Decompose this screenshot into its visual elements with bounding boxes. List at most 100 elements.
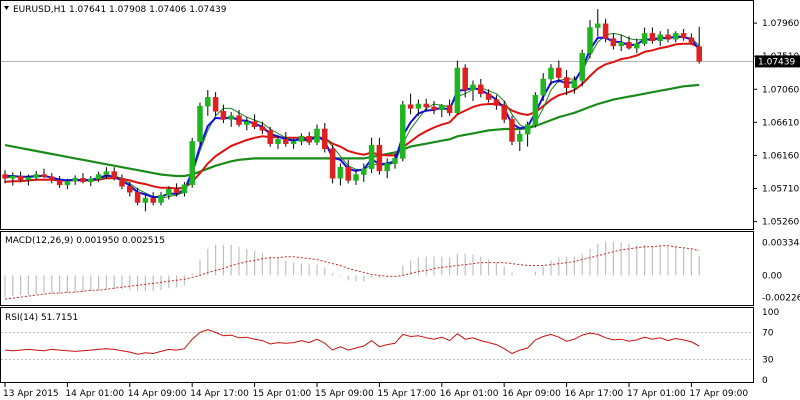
x-tick-label: 16 Apr 17:00 xyxy=(565,389,624,399)
candle-body xyxy=(602,23,609,39)
current-price-box xyxy=(755,55,800,68)
macd-series-layer xyxy=(4,241,700,300)
candle-body xyxy=(478,84,484,94)
rsi-y-tick-label: 30 xyxy=(762,356,774,366)
candle-body xyxy=(376,144,383,172)
candle-body xyxy=(212,97,219,112)
candle-body xyxy=(400,104,406,159)
y-tick-label: 1.06160 xyxy=(762,151,799,161)
candle-body xyxy=(189,141,195,186)
candle-body xyxy=(290,141,297,144)
candle-body xyxy=(571,80,578,89)
x-tick-label: 16 Apr 01:00 xyxy=(440,389,499,399)
candle-body xyxy=(298,136,305,142)
candle-body xyxy=(56,180,63,186)
x-tick-label: 17 Apr 09:00 xyxy=(689,389,748,399)
candle-body xyxy=(407,104,414,109)
candle-body xyxy=(41,174,47,177)
candle-body xyxy=(493,99,500,106)
macd-y-tick-label: 0.003344 xyxy=(762,238,800,248)
candle-body xyxy=(25,177,32,180)
candle-body xyxy=(649,33,656,42)
candle-body xyxy=(142,197,149,203)
sma-thick-green-line xyxy=(4,83,700,178)
x-tick-label: 15 Apr 17:00 xyxy=(377,389,436,399)
candle-body xyxy=(462,67,468,91)
candle-body xyxy=(111,171,117,179)
candle-body xyxy=(33,174,39,178)
candle-body xyxy=(563,77,570,89)
x-tick-label: 14 Apr 01:00 xyxy=(65,389,124,399)
candle-body xyxy=(579,53,585,81)
macd-panel-frame xyxy=(0,231,754,306)
y-tick-label: 1.07960 xyxy=(762,19,799,29)
candle-body xyxy=(524,124,531,135)
macd-header-text: MACD(12,26,9) 0.001950 0.002515 xyxy=(5,236,165,246)
x-tick-label: 17 Apr 01:00 xyxy=(627,389,686,399)
candle-body xyxy=(587,27,593,54)
candle-body xyxy=(345,166,351,181)
x-tick-label: 15 Apr 09:00 xyxy=(315,389,374,399)
candle-body xyxy=(72,177,78,182)
candle-body xyxy=(283,139,289,144)
candle-body xyxy=(220,111,227,120)
candle-body xyxy=(517,133,523,142)
y-tick-label: 1.05710 xyxy=(762,185,799,195)
candle-body xyxy=(103,171,110,175)
candle-body xyxy=(696,46,702,62)
y-tick-label: 1.06610 xyxy=(762,118,799,128)
candle-body xyxy=(618,41,624,47)
candle-body xyxy=(88,178,94,183)
candle-body xyxy=(431,106,437,111)
candle-body xyxy=(368,144,375,169)
x-tick-label: 13 Apr 2015 xyxy=(3,389,59,399)
candle-body xyxy=(540,78,546,96)
candle-body xyxy=(259,126,266,131)
candle-body xyxy=(205,97,211,107)
candle-body xyxy=(626,41,632,49)
candle-body xyxy=(641,33,648,44)
x-tick-label: 14 Apr 09:00 xyxy=(128,389,187,399)
candle-body xyxy=(181,184,188,194)
candle-body xyxy=(251,121,258,128)
candle-body xyxy=(423,103,429,108)
candle-body xyxy=(392,158,398,164)
candle-body xyxy=(556,67,562,78)
candle-body xyxy=(454,67,461,114)
axis-labels-layer: 1.079601.075101.070601.066101.061601.057… xyxy=(3,19,800,399)
x-tick-label: 16 Apr 09:00 xyxy=(502,389,561,399)
candle-body xyxy=(509,119,515,142)
candle-body xyxy=(361,168,367,175)
rsi-line xyxy=(4,329,700,355)
candle-body xyxy=(306,136,312,143)
candle-body xyxy=(173,188,180,194)
candle-body xyxy=(501,105,507,120)
candle-body xyxy=(314,128,320,143)
collapse-triangle-icon[interactable] xyxy=(4,6,9,10)
candle-body xyxy=(244,121,250,125)
candle-body xyxy=(119,177,125,187)
x-tick-label: 15 Apr 01:00 xyxy=(253,389,312,399)
macd-y-tick-label: 0.00 xyxy=(762,271,782,281)
candle-body xyxy=(134,191,141,203)
candle-body xyxy=(532,94,539,125)
y-tick-label: 1.07060 xyxy=(762,85,799,95)
candle-body xyxy=(384,163,390,172)
candle-body xyxy=(470,84,476,91)
candle-body xyxy=(446,105,453,114)
candle-body xyxy=(197,105,203,142)
candle-body xyxy=(665,34,671,40)
candle-body xyxy=(64,180,71,186)
candle-body xyxy=(2,174,8,179)
candle-body xyxy=(158,194,164,203)
candle-body xyxy=(166,188,172,196)
candle-body xyxy=(127,186,133,193)
main-header-text: EURUSD,H1 1.07641 1.07908 1.07406 1.0743… xyxy=(13,5,227,15)
candle-body xyxy=(415,103,422,109)
candle-body xyxy=(353,174,359,181)
candle-body xyxy=(657,34,663,42)
candle-body xyxy=(150,197,156,203)
candle-body xyxy=(548,67,554,80)
candle-body xyxy=(267,130,273,144)
